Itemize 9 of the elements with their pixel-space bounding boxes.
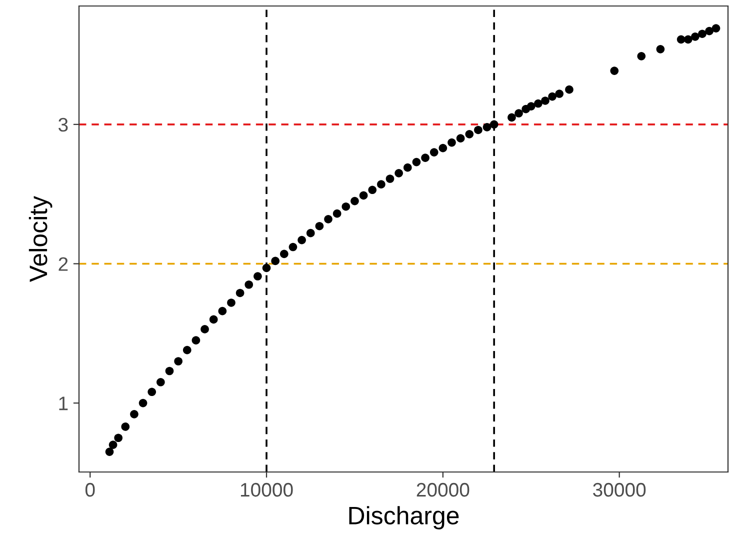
- x-tick-label: 30000: [593, 482, 646, 497]
- x-axis-title: Discharge: [349, 506, 459, 530]
- x-tick-label: 10000: [240, 482, 293, 497]
- y-axis-title: Velocity: [28, 196, 52, 282]
- x-tick-label: 20000: [416, 482, 470, 497]
- y-tick-label: 3: [58, 118, 68, 132]
- y-tick-label: 1: [59, 396, 68, 410]
- y-tick-label: 2: [58, 257, 68, 271]
- x-tick-label: 0: [85, 482, 95, 497]
